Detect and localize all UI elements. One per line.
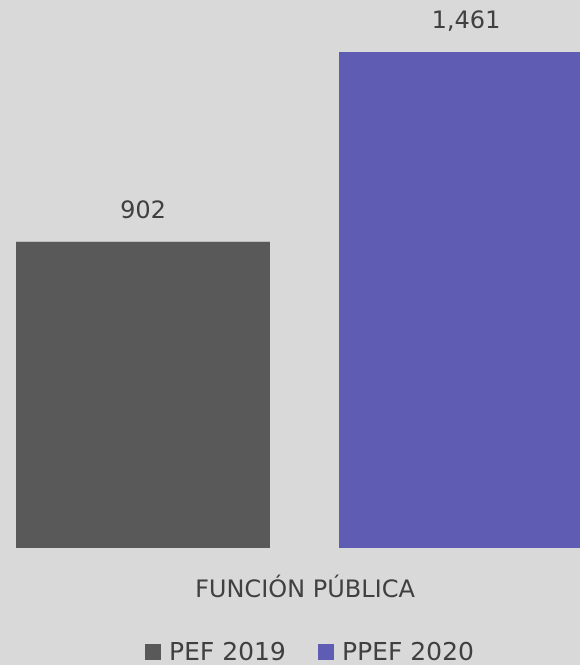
data-label: 902 — [120, 196, 166, 224]
bar — [16, 241, 270, 549]
legend-swatch — [145, 644, 161, 660]
bar — [339, 52, 580, 548]
category-label: FUNCIÓN PÚBLICA — [195, 573, 415, 603]
legend-swatch — [318, 644, 334, 660]
data-label: 1,461 — [432, 6, 501, 34]
legend-label: PEF 2019 — [169, 637, 286, 665]
legend-label: PPEF 2020 — [342, 637, 474, 665]
